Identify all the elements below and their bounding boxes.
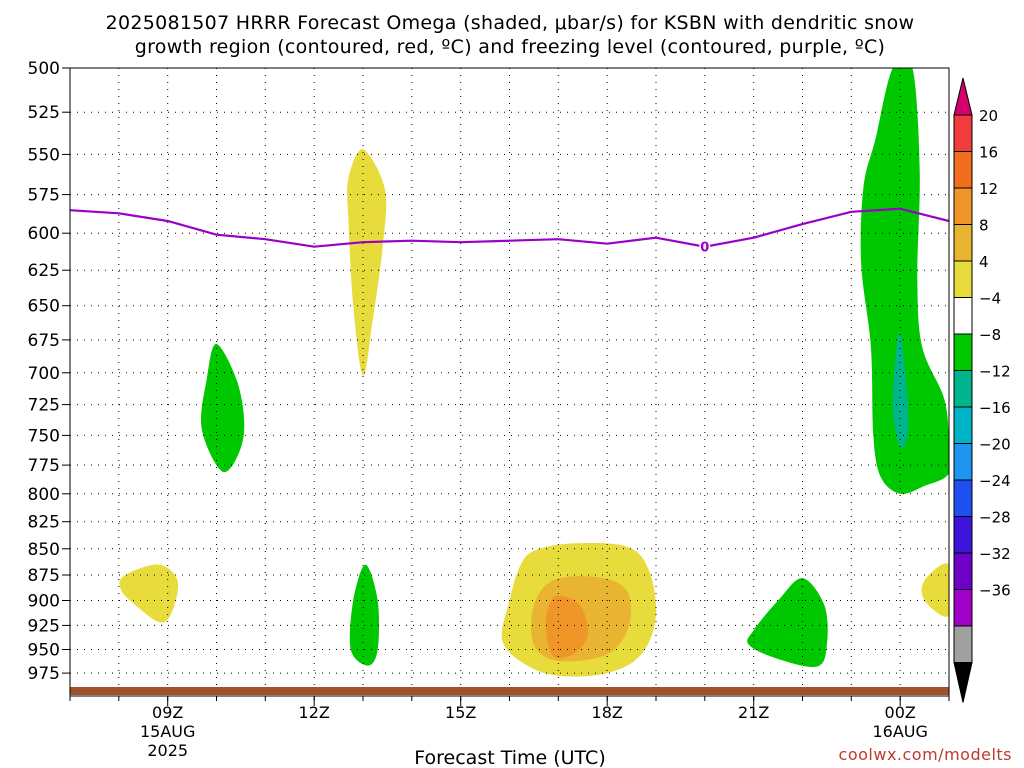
y-tick-label: 600 [28,224,60,244]
omega-shaded-regions [119,68,949,677]
y-tick-label: 525 [28,103,60,123]
colorbar-label: 16 [979,144,998,162]
colorbar-label: 4 [979,253,989,271]
y-tick-label: 675 [28,331,60,351]
freezing-level-layer: 0 [70,207,949,257]
freezing-level-label: 0 [700,241,709,256]
omega-region-10 [860,68,949,495]
colorbar-segment [953,260,973,298]
colorbar: 20 16 12 8 4 −4 −8 −12 −16 −20 −24 −28 −32 −36 [953,77,1011,703]
colorbar-segment [953,333,973,371]
omega-region-2 [201,343,245,473]
y-tick-label: 500 [28,59,60,79]
colorbar-segment [953,479,973,517]
x-tick-date: 15AUG [140,722,195,741]
freezing-level-line [70,207,949,248]
x-tick-label: 15Z [445,703,476,722]
colorbar-label: −32 [979,545,1011,563]
ground-bar [70,687,949,695]
y-tick-label: 925 [28,616,60,636]
chart-title-line-2: growth region (contoured, red, ºC) and f… [135,36,886,58]
colorbar-label: 12 [979,180,998,198]
colorbar-top-arrow [953,77,973,116]
omega-region-7 [545,595,588,659]
colorbar-segment [953,406,973,444]
x-tick-label: 21Z [738,703,769,722]
y-tick-label: 575 [28,186,60,206]
omega-region-9 [921,563,949,617]
omega-region-4 [349,564,380,666]
colorbar-segment [953,625,973,663]
omega-region-8 [747,578,828,668]
y-tick-label: 950 [28,641,60,661]
colorbar-label: 20 [979,107,998,125]
x-tick-label: 18Z [592,703,623,722]
y-tick-label: 700 [28,364,60,384]
x-tick-date: 16AUG [872,722,927,741]
x-tick-label: 12Z [299,703,330,722]
x-tick-label: 00Z [885,703,916,722]
y-tick-label: 650 [28,297,60,317]
colorbar-label: −28 [979,509,1011,527]
y-tick-label: 625 [28,261,60,281]
colorbar-label: −4 [979,290,1001,308]
y-tick-label: 550 [28,145,60,165]
credit-text: coolwx.com/modelts [839,745,1012,764]
y-tick-label: 850 [28,540,60,560]
y-tick-label: 750 [28,426,60,446]
y-tick-label: 900 [28,592,60,612]
colorbar-label: −36 [979,582,1011,600]
y-tick-label: 800 [28,485,60,505]
colorbar-segment [953,297,973,335]
colorbar-segment [953,224,973,262]
y-tick-label: 875 [28,566,60,586]
colorbar-segment [953,443,973,481]
omega-region-1 [347,149,387,376]
y-tick-label: 725 [28,396,60,416]
colorbar-segment [953,151,973,189]
colorbar-label: −16 [979,399,1011,417]
y-tick-label: 825 [28,513,60,533]
colorbar-label: −12 [979,363,1011,381]
colorbar-segment [953,187,973,225]
pressure-axis: 500 525 550 575 600 625 650 675 700 725 750 775 800 8… [28,59,70,684]
colorbar-label: −8 [979,326,1001,344]
colorbar-label: −20 [979,436,1011,454]
y-tick-label: 975 [28,664,60,684]
colorbar-segment [953,370,973,408]
colorbar-segment [953,114,973,152]
colorbar-segment [953,516,973,554]
colorbar-segment [953,589,973,627]
x-tick-year: 2025 [147,741,188,760]
colorbar-label: 8 [979,217,989,235]
colorbar-label: −24 [979,472,1011,490]
colorbar-segment [953,552,973,590]
chart-title-line-1: 2025081507 HRRR Forecast Omega (shaded, … [106,12,915,34]
x-axis-label: Forecast Time (UTC) [414,747,605,768]
x-tick-label: 09Z [152,703,183,722]
y-tick-label: 775 [28,456,60,476]
omega-region-3 [119,564,179,623]
colorbar-bottom-arrow [953,662,973,703]
